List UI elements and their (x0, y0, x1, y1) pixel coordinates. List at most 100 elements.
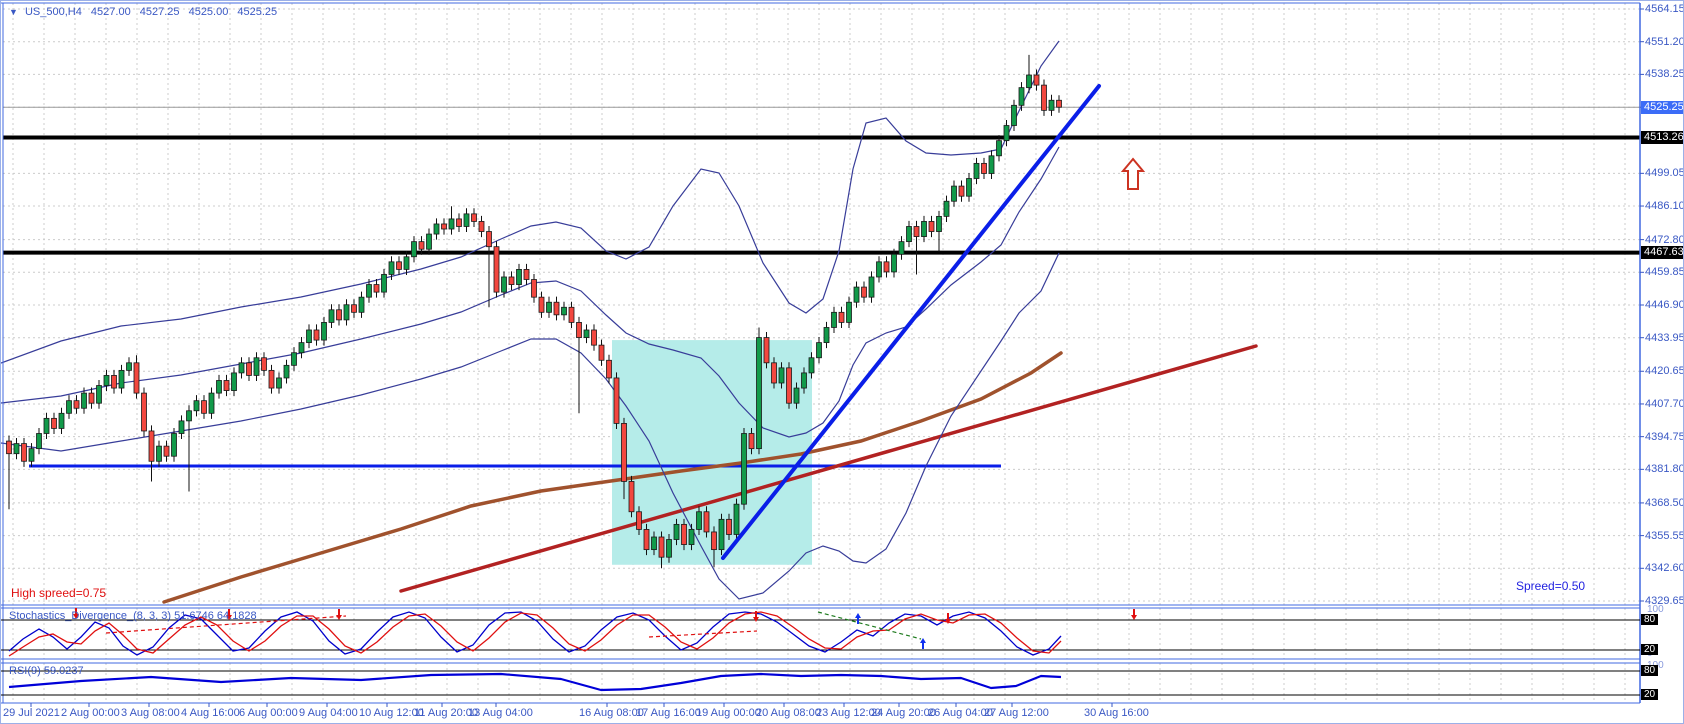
candle-body (988, 155, 995, 174)
symbol-title-bar: ▼ US_500,H4 4527.00 4527.25 4525.00 4525… (9, 6, 283, 18)
candle-body (846, 301, 852, 323)
price-tick-label: 4564.15 (1645, 3, 1684, 15)
sell-arrow-icon (1131, 615, 1137, 620)
candle-body (696, 511, 702, 530)
candle-body (576, 322, 582, 338)
candle-body (643, 529, 650, 551)
candle-body (396, 261, 402, 270)
current-price-box: 4525.25 (1641, 100, 1683, 114)
candle-body (463, 213, 470, 227)
candle-body (756, 337, 762, 450)
candle-body (66, 400, 72, 414)
candle-body (943, 200, 950, 217)
candle-body (621, 422, 627, 482)
price-tick-label: 4446.90 (1645, 298, 1684, 311)
time-tick-label: 4 Aug 16:00 (181, 707, 240, 719)
candle-body (1026, 74, 1032, 89)
candle-body (178, 420, 185, 434)
candle-body (771, 362, 777, 384)
sell-arrow-icon (753, 617, 759, 622)
candle-body (411, 241, 417, 258)
symbol-dropdown-icon[interactable]: ▼ (9, 7, 18, 17)
red-trendline (399, 344, 1258, 593)
candle-body (763, 337, 770, 364)
candle-body (613, 377, 620, 424)
rsi-level-20-badge: 20 (1641, 689, 1659, 700)
blue-trendline (721, 84, 1101, 560)
candle-body (658, 536, 665, 558)
candle-body (253, 357, 260, 376)
candle-body (801, 372, 807, 389)
candle-body (343, 304, 350, 321)
candle-body (298, 342, 305, 354)
candle-body (891, 253, 897, 273)
candle-body (973, 162, 980, 179)
candle-body (1041, 84, 1047, 111)
candle-body (936, 215, 942, 232)
candle-body (186, 410, 192, 422)
candle-body (681, 523, 687, 545)
candle-body (958, 185, 965, 197)
time-tick-label: 23 Aug 12:00 (816, 707, 881, 719)
candle-body (546, 301, 552, 313)
stochastic-k-line (8, 611, 1062, 656)
candle-body (358, 296, 365, 313)
candle-body (666, 539, 672, 558)
candle-body (388, 261, 395, 275)
candle-body (1018, 87, 1025, 106)
price-tick-label: 4538.25 (1645, 68, 1684, 81)
candle-body (996, 140, 1002, 157)
time-tick-label: 19 Aug 00:00 (696, 707, 761, 719)
candle-body (58, 412, 65, 429)
time-tick-label: 6 Aug 00:00 (239, 707, 298, 719)
candle-body (21, 443, 27, 462)
bollinger-lower (1, 252, 1060, 600)
candle-body (868, 276, 875, 298)
candle-body (606, 359, 612, 379)
candle-body (366, 284, 372, 298)
candle-body (538, 296, 545, 313)
candle-body (261, 357, 267, 371)
candle-body (51, 417, 57, 429)
candle-body (306, 329, 312, 344)
symbol-label: US_500,H4 (24, 6, 82, 18)
candle-body (651, 536, 657, 551)
time-tick-label: 17 Aug 16:00 (636, 707, 701, 719)
quote-high: 4527.25 (139, 6, 180, 18)
candle-body (441, 223, 447, 230)
sell-arrow-icon (73, 614, 79, 619)
candle-body (36, 433, 42, 450)
candle-body (636, 511, 642, 530)
candle-body (96, 385, 102, 404)
candle-body (283, 364, 290, 379)
candle-body (733, 503, 740, 535)
candle-body (448, 218, 455, 230)
candle-body (508, 276, 515, 285)
candle-body (103, 375, 110, 386)
candle-body (208, 392, 215, 414)
candle-body (373, 284, 380, 293)
candle-body (193, 400, 200, 412)
candle-body (111, 375, 117, 389)
price-tick-label: 4459.85 (1645, 266, 1684, 279)
candle-body (906, 226, 912, 243)
candle-body (73, 400, 80, 409)
candle-body (216, 380, 222, 394)
rsi-line (8, 672, 1062, 692)
buy-signal-arrow-icon (1120, 157, 1146, 190)
candle-body (786, 367, 792, 404)
candle-body (118, 369, 125, 389)
candle-body (831, 311, 837, 328)
candle-body (928, 221, 935, 232)
candle-body (163, 445, 170, 457)
candle-body (951, 185, 957, 202)
sell-arrow-icon (336, 615, 342, 620)
candle-body (711, 531, 717, 551)
candle-body (561, 306, 567, 316)
candle-body (1033, 74, 1040, 86)
time-tick-label: 16 Aug 08:00 (579, 707, 644, 719)
candle-body (433, 223, 440, 235)
spread-label: Spreed=0.50 (1516, 579, 1586, 593)
buy-arrow-icon (855, 613, 861, 618)
